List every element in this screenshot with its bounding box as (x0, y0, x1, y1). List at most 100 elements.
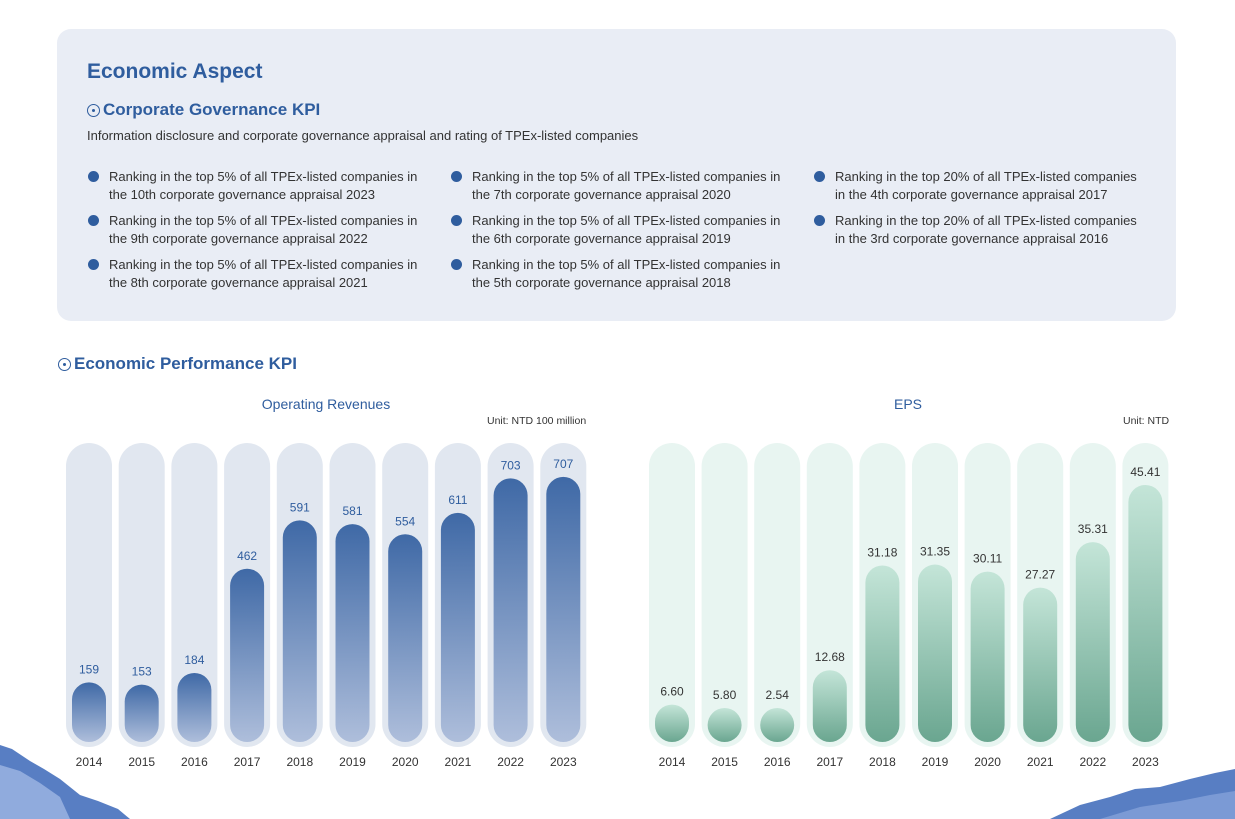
kpi-heading-label: Corporate Governance KPI (103, 100, 321, 119)
eps-bar (655, 704, 689, 742)
ranking-column-3: Ranking in the top 20% of all TPEx-liste… (813, 168, 1148, 256)
eps-bar (865, 565, 900, 742)
revenue-chart-title: Operating Revenues (261, 396, 391, 412)
eps-year-label: 2020 (974, 755, 1001, 769)
eps-bar-track (754, 443, 801, 747)
bullet-dot-icon (88, 259, 99, 270)
performance-heading: Economic Performance KPI (58, 354, 297, 374)
eps-value-label: 5.80 (713, 688, 737, 702)
watercolor-mountain-left (0, 745, 130, 819)
bullet-dot-icon (451, 215, 462, 226)
revenue-value-label: 159 (79, 662, 99, 676)
eps-bar (918, 564, 952, 742)
revenue-value-label: 703 (501, 458, 521, 472)
ranking-item: Ranking in the top 5% of all TPEx-listed… (87, 256, 422, 292)
revenue-year-label: 2015 (128, 755, 155, 769)
watercolor-mountain-right (1050, 769, 1235, 819)
revenue-bar (282, 520, 317, 742)
revenue-bar (546, 476, 581, 742)
eps-value-label: 12.68 (815, 650, 845, 664)
eps-value-label: 27.27 (1025, 568, 1055, 582)
eps-bar (1023, 587, 1058, 742)
ranking-item: Ranking in the top 5% of all TPEx-listed… (87, 212, 422, 248)
revenue-bar-track (118, 443, 165, 747)
revenue-unit-label: Unit: NTD 100 million (487, 415, 587, 427)
revenue-bar (388, 534, 423, 742)
revenue-value-label: 153 (132, 665, 152, 679)
eps-year-label: 2015 (711, 755, 738, 769)
ranking-item-text: Ranking in the top 20% of all TPEx-liste… (835, 169, 1137, 202)
revenue-value-label: 462 (237, 549, 257, 563)
revenue-year-label: 2021 (445, 755, 472, 769)
revenue-value-label: 184 (184, 653, 204, 667)
bullet-dot-icon (814, 171, 825, 182)
eps-bar (1128, 484, 1163, 742)
bullet-dot-icon (451, 171, 462, 182)
performance-heading-label: Economic Performance KPI (74, 354, 297, 373)
bullet-dot-icon (814, 215, 825, 226)
corporate-governance-panel: Economic Aspect Corporate Governance KPI… (57, 29, 1176, 321)
eps-year-label: 2018 (869, 755, 896, 769)
eps-year-label: 2019 (922, 755, 949, 769)
revenue-bar (493, 478, 528, 742)
eps-bar-track (649, 443, 695, 747)
revenue-bar (124, 684, 159, 742)
revenue-bar (440, 512, 475, 742)
revenue-year-label: 2018 (286, 755, 313, 769)
eps-bar (1075, 542, 1110, 742)
eps-year-label: 2017 (816, 755, 843, 769)
ranking-item-text: Ranking in the top 5% of all TPEx-listed… (472, 257, 781, 290)
ranking-item-text: Ranking in the top 5% of all TPEx-listed… (109, 213, 418, 246)
ranking-item: Ranking in the top 5% of all TPEx-listed… (450, 168, 785, 204)
eps-value-label: 31.35 (920, 545, 950, 559)
ranking-item: Ranking in the top 5% of all TPEx-listed… (450, 256, 785, 292)
eps-year-label: 2022 (1079, 755, 1106, 769)
bullet-dot-icon (451, 259, 462, 270)
revenue-bar (335, 524, 370, 742)
revenue-year-label: 2014 (76, 755, 103, 769)
target-circle-icon (58, 357, 71, 371)
eps-year-label: 2023 (1132, 755, 1159, 769)
eps-chart-title: EPS (893, 396, 922, 412)
revenue-value-label: 591 (290, 500, 310, 514)
ranking-item: Ranking in the top 5% of all TPEx-listed… (450, 212, 785, 248)
eps-bar-track (701, 443, 748, 747)
eps-bar (970, 571, 1005, 742)
eps-unit-label: Unit: NTD (1123, 415, 1170, 427)
eps-bar (760, 708, 795, 742)
ranking-item: Ranking in the top 5% of all TPEx-listed… (87, 168, 422, 204)
revenue-value-label: 554 (395, 514, 415, 528)
eps-value-label: 2.54 (766, 688, 790, 702)
bullet-dot-icon (88, 215, 99, 226)
eps-year-label: 2014 (659, 755, 686, 769)
revenue-year-label: 2022 (497, 755, 524, 769)
eps-year-label: 2021 (1027, 755, 1054, 769)
eps-value-label: 6.60 (660, 685, 684, 699)
eps-bar (707, 708, 742, 742)
ranking-item-text: Ranking in the top 20% of all TPEx-liste… (835, 213, 1137, 246)
eps-bar-track (806, 443, 853, 747)
revenue-year-label: 2019 (339, 755, 366, 769)
eps-value-label: 31.18 (867, 546, 897, 560)
revenue-value-label: 707 (553, 457, 573, 471)
bullet-dot-icon (88, 171, 99, 182)
kpi-description: Information disclosure and corporate gov… (87, 128, 639, 143)
ranking-item: Ranking in the top 20% of all TPEx-liste… (813, 212, 1148, 248)
revenue-year-label: 2020 (392, 755, 419, 769)
ranking-item-text: Ranking in the top 5% of all TPEx-listed… (472, 169, 781, 202)
revenue-bar (72, 682, 106, 742)
revenue-value-label: 581 (342, 504, 362, 518)
kpi-bar-charts: 159 2014 153 2015 184 2016 462 2017 591 2018 581 20… (66, 443, 1169, 769)
revenue-bar-track (66, 443, 112, 747)
ranking-column-1: Ranking in the top 5% of all TPEx-listed… (87, 168, 422, 300)
ranking-item-text: Ranking in the top 5% of all TPEx-listed… (472, 213, 781, 246)
revenue-year-label: 2017 (234, 755, 261, 769)
revenue-bar (177, 673, 212, 742)
eps-year-label: 2016 (764, 755, 791, 769)
eps-value-label: 35.31 (1078, 522, 1108, 536)
ranking-item: Ranking in the top 20% of all TPEx-liste… (813, 168, 1148, 204)
section-title: Economic Aspect (87, 60, 263, 83)
kpi-heading: Corporate Governance KPI (87, 100, 320, 120)
eps-value-label: 45.41 (1130, 465, 1160, 479)
revenue-bar-track (171, 443, 218, 747)
